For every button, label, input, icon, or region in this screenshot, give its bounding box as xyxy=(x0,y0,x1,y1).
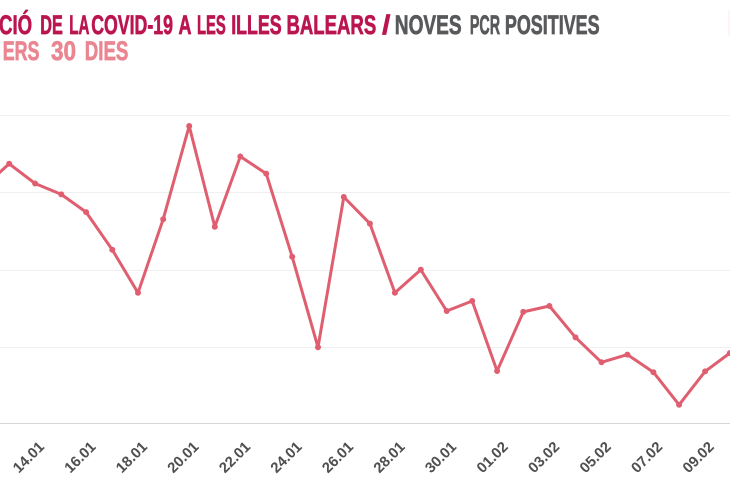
svg-text:DIES: DIES xyxy=(85,36,129,66)
svg-text:ERS: ERS xyxy=(3,36,40,66)
svg-text:/: / xyxy=(382,10,391,40)
svg-text:PCR: PCR xyxy=(470,10,500,40)
svg-text:NOVES: NOVES xyxy=(395,10,462,40)
svg-text:LA: LA xyxy=(69,10,89,40)
svg-text:DE: DE xyxy=(40,10,63,40)
svg-text:30: 30 xyxy=(51,36,76,66)
svg-text:COVID-19: COVID-19 xyxy=(91,10,173,40)
svg-text:A: A xyxy=(179,10,192,40)
svg-text:ILLES: ILLES xyxy=(231,10,282,40)
svg-text:CIÓ: CIÓ xyxy=(0,10,32,40)
svg-text:LES: LES xyxy=(197,10,226,40)
svg-text:POSITIVES: POSITIVES xyxy=(505,10,600,40)
svg-text:BALEARS: BALEARS xyxy=(287,10,377,40)
